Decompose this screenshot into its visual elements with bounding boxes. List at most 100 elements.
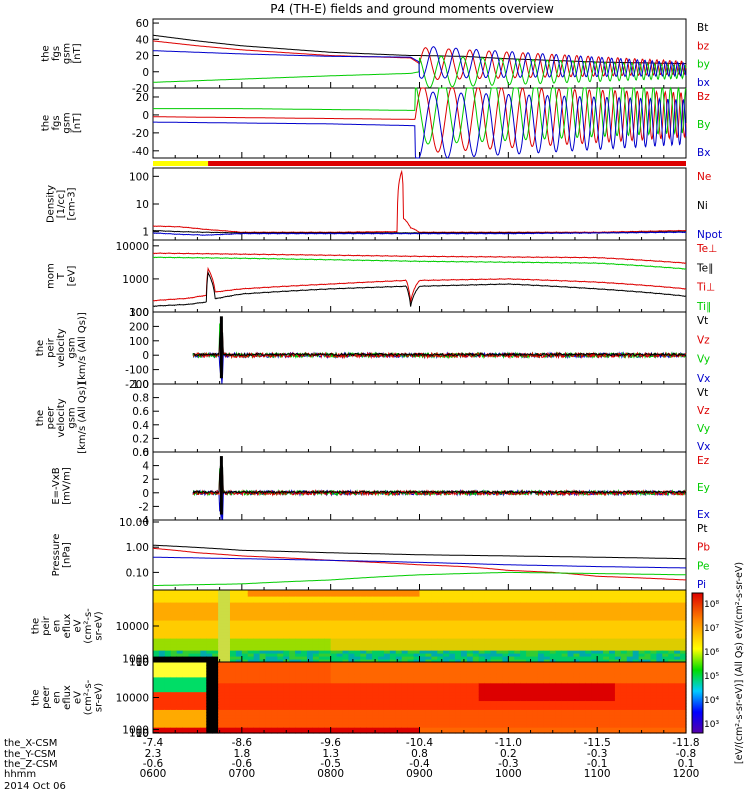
spectrogram-cell <box>437 727 444 731</box>
spectrogram-cell <box>591 691 598 696</box>
spectrogram-cell <box>537 682 545 687</box>
y-axis-label-line: [1/cc] <box>56 190 67 219</box>
spectrogram-cell <box>336 721 344 725</box>
spectrogram-cell <box>259 697 267 702</box>
spectrogram-cell <box>609 611 616 615</box>
spectrogram-cell <box>614 653 622 657</box>
spectrogram-cell <box>176 644 184 648</box>
spectrogram-cell <box>472 605 480 609</box>
spectrogram-cell <box>401 650 409 654</box>
spectrogram-cell <box>354 682 361 687</box>
spectrogram-cell <box>419 608 427 612</box>
legend-entry: Vy <box>697 354 710 366</box>
spectrogram-cell <box>235 611 243 615</box>
spectrogram-cell <box>395 632 403 636</box>
spectrogram-cell <box>597 596 604 600</box>
spectrogram-cell <box>549 662 557 666</box>
spectrogram-cell <box>490 730 498 734</box>
spectrogram-cell <box>532 712 539 716</box>
spectrogram-cell <box>401 697 409 702</box>
spectrogram-cell <box>389 599 397 603</box>
spectrogram-cell <box>680 593 687 597</box>
spectrogram-cell <box>508 662 515 666</box>
spectrogram-cell <box>638 667 646 672</box>
spectrogram-cell <box>514 635 521 639</box>
spectrogram-cell <box>389 703 397 707</box>
spectrogram-cell <box>419 715 427 719</box>
spectrogram-cell <box>200 623 207 627</box>
spectrogram-cell <box>306 617 314 621</box>
spectrogram-cell <box>443 727 450 731</box>
spectrogram-cell <box>271 659 278 663</box>
spectrogram-cell <box>638 620 646 624</box>
spectrogram-cell <box>265 596 273 600</box>
spectrogram-cell <box>407 596 415 600</box>
spectrogram-cell <box>526 635 533 639</box>
spectrogram-cell <box>389 682 397 687</box>
spectrogram-cell <box>312 599 320 603</box>
spectrogram-cell <box>354 635 361 639</box>
spectrogram-cell <box>277 679 284 684</box>
spectrogram-cell <box>413 632 421 636</box>
spectrogram-cell <box>638 718 646 722</box>
spectrogram-cell <box>348 667 355 672</box>
spectrogram-cell <box>218 599 225 603</box>
spectrogram-cell <box>212 614 219 618</box>
spectrogram-cell <box>235 638 243 642</box>
spectrogram-cell <box>466 673 474 678</box>
spectrogram-cell <box>413 611 421 615</box>
spectrogram-cell <box>437 670 444 675</box>
spectrogram-cell <box>455 685 462 690</box>
spectrogram-cell <box>609 647 616 651</box>
spectrogram-cell <box>182 676 190 681</box>
spectrogram-cell <box>348 709 355 713</box>
spectrogram-cell <box>597 721 604 725</box>
spectrogram-cell <box>455 620 462 624</box>
spectrogram-cell <box>537 650 545 654</box>
ephemeris-value: -11.0 <box>495 737 522 749</box>
spectrogram-cell <box>496 629 504 633</box>
spectrogram-cell <box>567 626 575 630</box>
spectrogram-cell <box>312 662 320 666</box>
y-tick-label: 6 <box>142 447 149 459</box>
spectrogram-cell <box>206 673 213 678</box>
legend-entry: Vt <box>697 315 708 327</box>
spectrogram-cell <box>626 682 634 687</box>
spectrogram-cell <box>413 703 421 707</box>
y-tick-label: 0.6 <box>132 406 149 418</box>
spectrogram-cell <box>318 593 326 597</box>
spectrogram-cell <box>603 691 610 696</box>
spectrogram-cell <box>200 730 207 734</box>
spectrogram-cell <box>603 697 610 702</box>
spectrogram-cell <box>431 682 438 687</box>
spectrogram-cell <box>324 721 332 725</box>
spectrogram-cell <box>656 715 663 719</box>
spectrogram-cell <box>674 608 681 612</box>
spectrogram-cell <box>318 667 326 672</box>
spectrogram-cell <box>247 715 255 719</box>
spectrogram-cell <box>401 691 409 696</box>
spectrogram-cell <box>443 664 450 669</box>
spectrogram-cell <box>259 662 267 666</box>
spectrogram-cell <box>502 679 509 684</box>
spectrogram-cell <box>271 599 278 603</box>
spectrogram-cell <box>609 650 616 654</box>
spectrogram-cell <box>218 638 225 642</box>
spectrogram-cell <box>609 730 616 734</box>
spectrogram-cell <box>680 694 687 699</box>
spectrogram-cell <box>620 685 628 690</box>
spectrogram-cell <box>247 685 255 690</box>
spectrogram-cell <box>537 703 545 707</box>
spectrogram-cell <box>460 605 468 609</box>
spectrogram-cell <box>218 656 225 660</box>
spectrogram-cell <box>520 709 527 713</box>
spectrogram-cell <box>466 730 474 734</box>
spectrogram-cell <box>158 685 166 690</box>
spectrogram-cell <box>472 688 480 693</box>
spectrogram-cell <box>360 602 367 606</box>
spectrogram-cell <box>259 614 267 618</box>
spectrogram-cell <box>247 664 255 669</box>
spectrogram-cell <box>573 653 580 657</box>
spectrogram-cell <box>366 602 373 606</box>
spectrogram-cell <box>431 706 438 710</box>
